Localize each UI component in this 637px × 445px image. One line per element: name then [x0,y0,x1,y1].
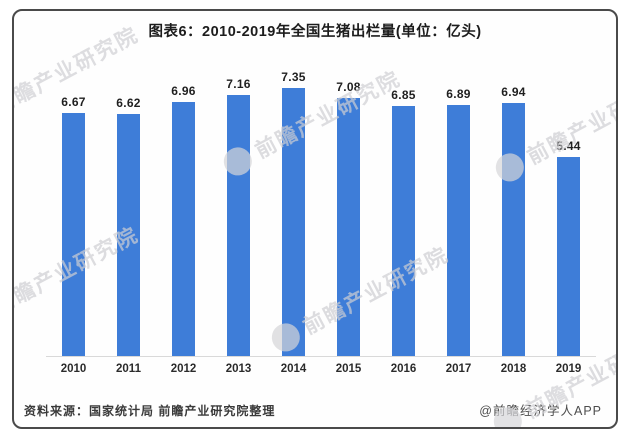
bar [282,87,305,356]
bar [172,102,195,356]
x-tick-label: 2012 [170,363,197,375]
x-tick-label: 2017 [445,363,472,375]
bar [557,157,580,356]
bar-column: 7.16 [211,65,266,356]
chart-frame: 前瞻产业研究院 前瞻产业研究院 前瞻产业研究院 前瞻产业研究院 前瞻产业研究院 … [12,9,618,429]
bar-column: 7.35 [266,65,321,356]
bar-value-label: 5.44 [556,139,581,154]
bar-value-label: 6.67 [61,94,86,109]
bars-row: 6.67 6.62 6.96 7.16 7.35 7.08 6.85 6.89 6.94 5.44 [46,65,596,356]
chart-title: 图表6：2010-2019年全国生猪出栏量(单位：亿头) [148,24,482,40]
source-note: 资料来源：国家统计局 前瞻产业研究院整理 [24,404,276,418]
bar-value-label: 6.94 [501,84,526,99]
x-tick-label: 2016 [390,363,417,375]
bar-value-label: 6.85 [391,88,416,102]
bar-value-label: 6.89 [446,86,471,101]
x-tick-label: 2011 [116,363,141,375]
plot-area: 6.67 6.62 6.96 7.16 7.35 7.08 6.85 6.89 6.94 5.44 [46,65,596,357]
bar-value-label: 7.16 [226,76,251,91]
x-tick-label: 2018 [500,363,527,375]
bar-column: 6.89 [431,65,486,356]
app-credit: @前瞻经济学人APP [479,404,602,418]
bar-column: 6.85 [376,65,431,356]
bar [337,97,360,356]
bar-column: 6.94 [486,65,541,356]
bar-value-label: 7.08 [336,79,361,94]
bar [392,106,415,356]
bar-column: 5.44 [541,65,596,356]
x-tick-label: 2015 [335,363,362,375]
bar [447,104,470,356]
bar-column: 6.96 [156,65,211,356]
bar-column: 6.67 [46,65,101,356]
x-tick-label: 2019 [555,363,582,375]
x-tick-label: 2010 [60,363,87,375]
bar-value-label: 7.35 [281,69,306,84]
bar-column: 7.08 [321,65,376,356]
x-tick-label: 2013 [225,363,252,375]
bar-value-label: 6.62 [116,96,141,111]
x-axis-labels: 2010 2011 2012 2013 2014 2015 2016 2017 2018 2019 [46,363,596,375]
bar [62,112,85,356]
bar [227,94,250,356]
bar-column: 6.62 [101,65,156,356]
x-tick-label: 2014 [280,363,307,375]
bar [117,114,140,356]
bar [502,102,525,356]
bar-value-label: 6.96 [171,84,196,98]
